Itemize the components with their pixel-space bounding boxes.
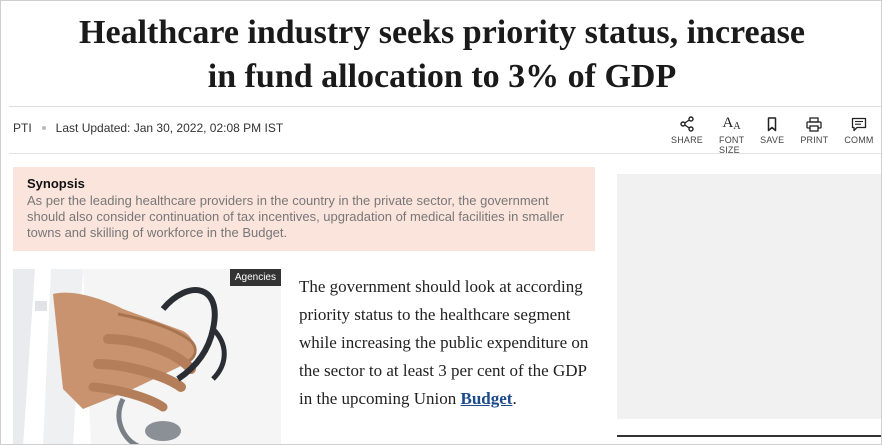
comment-icon (851, 114, 867, 132)
comment-label: COMM (844, 135, 874, 145)
photo-credit-badge: Agencies (229, 269, 281, 286)
divider-mid (9, 153, 881, 154)
printer-icon (806, 114, 822, 132)
synopsis-box: Synopsis As per the leading healthcare p… (13, 167, 595, 251)
synopsis-title: Synopsis (27, 176, 85, 191)
article-body: The government should look at according … (299, 273, 599, 413)
article-paragraph-start: The government should look at according … (299, 277, 589, 408)
font-size-glyph-big: A (722, 115, 734, 131)
bookmark-icon (767, 114, 777, 132)
budget-link[interactable]: Budget (460, 389, 513, 408)
share-label: SHARE (671, 135, 704, 145)
comment-button[interactable]: COMM (844, 114, 873, 155)
save-button[interactable]: SAVE (760, 114, 784, 155)
print-label: PRINT (800, 135, 829, 145)
divider-top (9, 106, 881, 107)
headline-line-2: in fund allocation to 3% of GDP (207, 58, 677, 95)
share-button[interactable]: SHARE (671, 114, 703, 155)
last-updated: Last Updated: Jan 30, 2022, 02:08 PM IST (55, 121, 284, 135)
save-label: SAVE (760, 135, 785, 145)
article-photo[interactable]: Agencies (13, 269, 281, 444)
byline-separator-dot (41, 126, 46, 130)
font-size-label: FONT SIZE (719, 135, 745, 155)
print-button[interactable]: PRINT (800, 114, 828, 155)
share-icon (680, 114, 694, 132)
doctor-stethoscope-image (13, 269, 281, 444)
headline-line-1: Healthcare industry seeks priority statu… (79, 14, 805, 51)
font-size-glyph-small: A (733, 121, 741, 132)
sidebar-divider (617, 435, 881, 437)
byline: PTI Last Updated: Jan 30, 2022, 02:08 PM… (13, 121, 283, 135)
author-name[interactable]: PTI (13, 121, 32, 135)
synopsis-text: As per the leading healthcare providers … (27, 193, 564, 240)
article-headline: Healthcare industry seeks priority statu… (1, 11, 881, 99)
article-paragraph-end: . (512, 389, 517, 408)
advertisement-slot[interactable] (617, 174, 881, 419)
